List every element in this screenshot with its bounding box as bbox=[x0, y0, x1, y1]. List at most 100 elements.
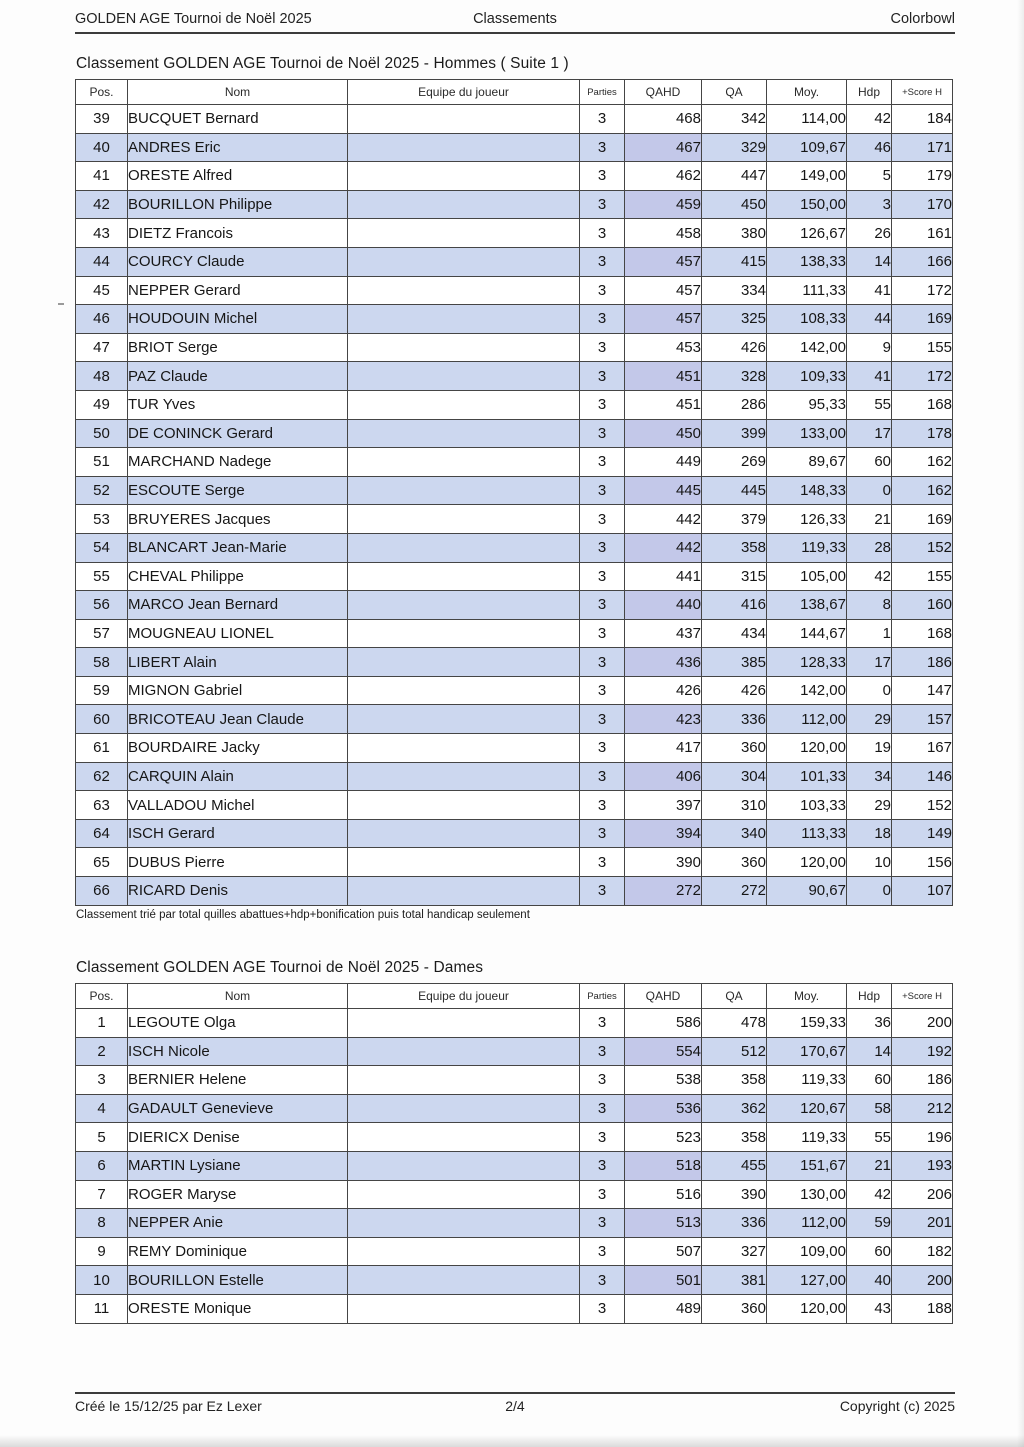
cell bbox=[347, 704, 580, 735]
cell: 112,00 bbox=[766, 1208, 847, 1238]
cell: 206 bbox=[891, 1179, 953, 1210]
cell: 3 bbox=[579, 1150, 625, 1181]
cell: 54 bbox=[75, 532, 128, 563]
cell: 450 bbox=[624, 418, 702, 449]
cell: ORESTE Alfred bbox=[127, 161, 348, 191]
cell: 10 bbox=[846, 847, 892, 878]
cell: 148,33 bbox=[766, 475, 847, 506]
cell: 441 bbox=[624, 561, 702, 592]
scan-edge-bottom bbox=[0, 1435, 1024, 1447]
cell: VALLADOU Michel bbox=[127, 790, 348, 820]
cell: 329 bbox=[701, 132, 767, 163]
table-row: 8 NEPPER Anie 3 513 336 112,00 59 201 bbox=[75, 1208, 953, 1238]
cell: 167 bbox=[891, 733, 953, 763]
cell: 3 bbox=[579, 590, 625, 620]
cell: 3 bbox=[846, 189, 892, 220]
cell: 336 bbox=[701, 704, 767, 735]
cell: 3 bbox=[579, 532, 625, 563]
cell: 3 bbox=[579, 647, 625, 677]
cell: 507 bbox=[624, 1236, 702, 1267]
cell: 5 bbox=[75, 1122, 128, 1152]
cell: 3 bbox=[579, 618, 625, 649]
table-title-hommes: Classement GOLDEN AGE Tournoi de Noël 20… bbox=[76, 55, 569, 72]
table-row: 64 ISCH Gerard 3 394 340 113,33 18 149 bbox=[75, 818, 953, 849]
cell: 138,33 bbox=[766, 246, 847, 277]
cell: 397 bbox=[624, 790, 702, 820]
cell bbox=[347, 675, 580, 706]
cell: 523 bbox=[624, 1122, 702, 1152]
cell: 3 bbox=[579, 1208, 625, 1238]
cell: 434 bbox=[701, 618, 767, 649]
cell: 186 bbox=[891, 647, 953, 677]
column-header: Pos. bbox=[75, 79, 128, 105]
cell: MOUGNEAU LIONEL bbox=[127, 618, 348, 649]
cell bbox=[347, 475, 580, 506]
cell: 3 bbox=[579, 1036, 625, 1067]
cell: NEPPER Anie bbox=[127, 1208, 348, 1238]
cell: 358 bbox=[701, 1122, 767, 1152]
cell: 112,00 bbox=[766, 704, 847, 735]
page-footer: Créé le 15/12/25 par Ez Lexer 2/4 Copyri… bbox=[75, 1392, 955, 1414]
cell: 53 bbox=[75, 504, 128, 534]
cell: 162 bbox=[891, 475, 953, 506]
cell: 192 bbox=[891, 1036, 953, 1067]
cell bbox=[347, 1293, 580, 1324]
cell: ROGER Maryse bbox=[127, 1179, 348, 1210]
column-header: Hdp bbox=[846, 79, 892, 105]
cell: 59 bbox=[75, 675, 128, 706]
table-row: 5 DIERICX Denise 3 523 358 119,33 55 196 bbox=[75, 1122, 953, 1152]
column-header: Pos. bbox=[75, 983, 128, 1009]
cell: 381 bbox=[701, 1265, 767, 1295]
cell: 450 bbox=[701, 189, 767, 220]
cell: 8 bbox=[846, 590, 892, 620]
cell: 3 bbox=[579, 332, 625, 363]
cell: 201 bbox=[891, 1208, 953, 1238]
header-tournament-title: GOLDEN AGE Tournoi de Noël 2025 bbox=[75, 11, 312, 27]
table-row: 39 BUCQUET Bernard 3 468 342 114,00 42 184 bbox=[75, 104, 953, 134]
cell: 380 bbox=[701, 218, 767, 248]
cell: 138,67 bbox=[766, 590, 847, 620]
cell: 7 bbox=[75, 1179, 128, 1210]
cell: 360 bbox=[701, 1293, 767, 1324]
cell: 3 bbox=[579, 1093, 625, 1124]
cell: 315 bbox=[701, 561, 767, 592]
cell: 169 bbox=[891, 304, 953, 334]
cell: 457 bbox=[624, 246, 702, 277]
table-row: 7 ROGER Maryse 3 516 390 130,00 42 206 bbox=[75, 1179, 953, 1210]
cell: DE CONINCK Gerard bbox=[127, 418, 348, 449]
cell: 65 bbox=[75, 847, 128, 878]
cell: 3 bbox=[579, 818, 625, 849]
cell: 43 bbox=[75, 218, 128, 248]
column-header: QA bbox=[701, 79, 767, 105]
table-title-dames: Classement GOLDEN AGE Tournoi de Noël 20… bbox=[76, 959, 484, 976]
cell: 3 bbox=[579, 389, 625, 420]
cell: 513 bbox=[624, 1208, 702, 1238]
cell: 518 bbox=[624, 1150, 702, 1181]
table-row: 47 BRIOT Serge 3 453 426 142,00 9 155 bbox=[75, 332, 953, 363]
column-header: Moy. bbox=[766, 79, 847, 105]
cell: 394 bbox=[624, 818, 702, 849]
cell: BRICOTEAU Jean Claude bbox=[127, 704, 348, 735]
cell: 3 bbox=[579, 733, 625, 763]
cell: 269 bbox=[701, 447, 767, 477]
cell: 442 bbox=[624, 532, 702, 563]
cell bbox=[347, 847, 580, 878]
cell: 46 bbox=[75, 304, 128, 334]
cell bbox=[347, 246, 580, 277]
cell: 105,00 bbox=[766, 561, 847, 592]
cell: 272 bbox=[701, 876, 767, 906]
cell: 442 bbox=[624, 504, 702, 534]
cell: 18 bbox=[846, 818, 892, 849]
column-header: +Score H bbox=[891, 79, 953, 105]
cell: 1 bbox=[75, 1008, 128, 1038]
footer-created-label: Créé le 15/12/25 par Ez Lexer bbox=[75, 1398, 262, 1414]
cell bbox=[347, 275, 580, 306]
cell: 56 bbox=[75, 590, 128, 620]
cell: TUR Yves bbox=[127, 389, 348, 420]
cell: 453 bbox=[624, 332, 702, 363]
table-row: 44 COURCY Claude 3 457 415 138,33 14 166 bbox=[75, 246, 953, 277]
cell: GADAULT Genevieve bbox=[127, 1093, 348, 1124]
cell: 272 bbox=[624, 876, 702, 906]
cell: 3 bbox=[579, 1265, 625, 1295]
cell: 340 bbox=[701, 818, 767, 849]
